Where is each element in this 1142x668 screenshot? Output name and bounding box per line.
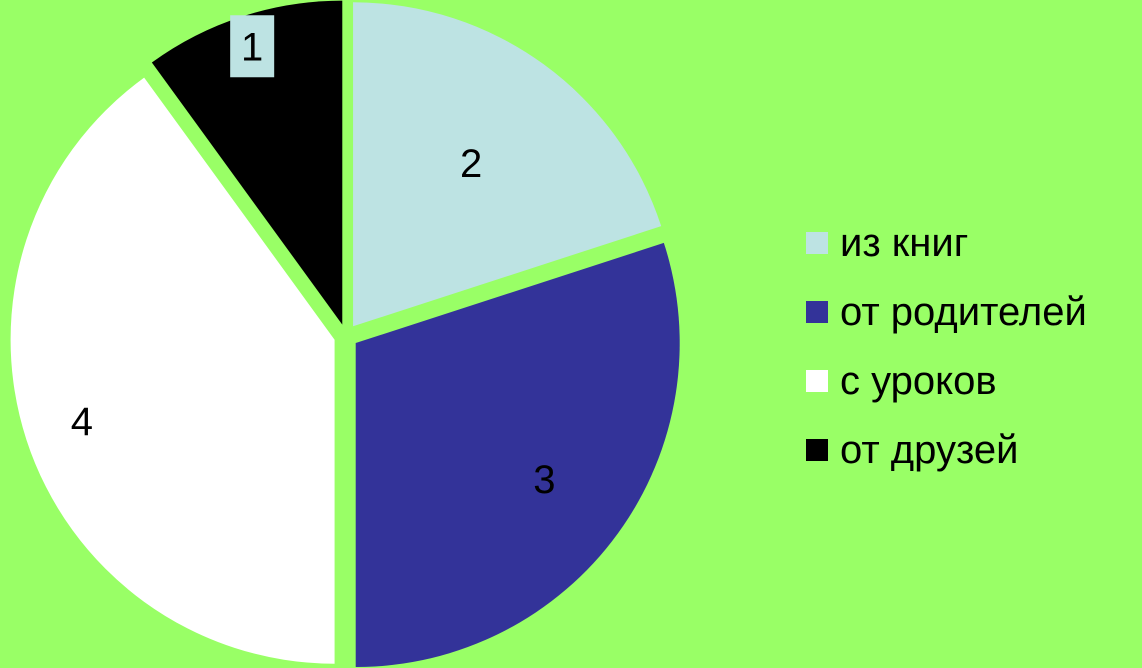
- pie-slices: [10, 0, 680, 668]
- slice-label-friends: 1: [241, 25, 263, 69]
- legend-item-books: из книг: [806, 218, 1087, 268]
- pie-chart: 2 3 4 1: [10, 0, 680, 668]
- legend-swatch-parents: [806, 301, 828, 323]
- legend-label-parents: от родителей: [840, 289, 1087, 334]
- legend-swatch-lessons: [806, 370, 828, 392]
- legend-label-friends: от друзей: [840, 427, 1019, 472]
- legend-swatch-books: [806, 232, 828, 254]
- legend: из книг от родителей с уроков от друзей: [806, 218, 1087, 494]
- legend-label-books: из книг: [840, 220, 969, 265]
- slice-label-parents: 3: [533, 458, 555, 502]
- legend-item-parents: от родителей: [806, 287, 1087, 337]
- legend-item-lessons: с уроков: [806, 356, 1087, 406]
- pie-slice-labels: 2 3 4 1: [71, 15, 556, 502]
- pie-slice-friends: [151, 0, 343, 325]
- slice-label-books: 2: [460, 142, 482, 186]
- pie-slice-books: [353, 2, 662, 327]
- pie-slice-lessons: [10, 77, 335, 664]
- legend-label-lessons: с уроков: [840, 358, 997, 403]
- pie-slice-parents: [355, 242, 680, 668]
- slice-label-box-friends: [230, 15, 275, 78]
- slice-label-lessons: 4: [71, 400, 93, 444]
- legend-swatch-friends: [806, 439, 828, 461]
- legend-item-friends: от друзей: [806, 425, 1087, 475]
